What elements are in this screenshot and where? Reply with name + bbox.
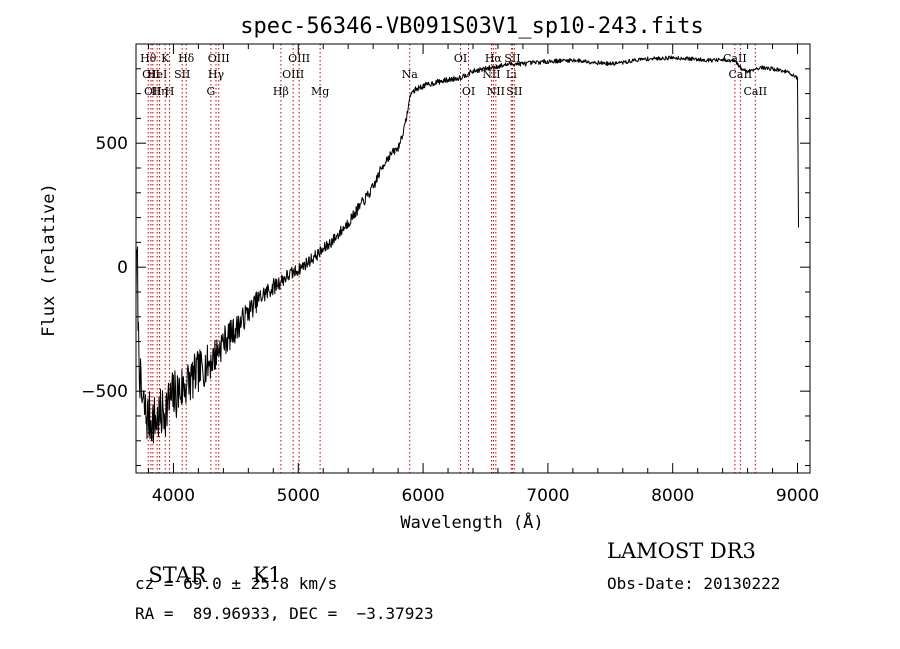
line-marker-label: Mg <box>311 85 329 98</box>
x-tick-label: 4000 <box>152 486 195 506</box>
chart-title: spec-56346-VB091S03V1_sp10-243.fits <box>240 14 704 39</box>
line-marker-label: Na <box>402 68 419 81</box>
redshift-text: cz = 69.0 ± 25.8 km/s <box>135 574 338 593</box>
spectrum-line <box>135 55 799 444</box>
object-class: STAR <box>148 563 207 587</box>
series-layer <box>135 55 799 444</box>
line-marker-label: OIII <box>282 68 304 81</box>
x-tick-label: 9000 <box>776 486 819 506</box>
x-tick-label: 5000 <box>277 486 320 506</box>
axis-ticks: 4000 5000 6000 7000 8000 9000 −500 0 500 <box>81 44 819 506</box>
line-marker-label: H <box>165 85 175 98</box>
line-marker-label: OI <box>462 85 475 98</box>
plot-frame <box>135 43 811 474</box>
line-marker-label: OI <box>454 52 467 65</box>
line-marker-label: NII <box>482 68 500 81</box>
line-marker-label: CaII <box>729 68 753 81</box>
y-tick-label: 0 <box>117 258 128 278</box>
line-marker-label: Li <box>506 68 517 81</box>
observation-date: Obs-Date: 20130222 <box>607 574 781 593</box>
line-marker-label: Hη <box>151 85 167 98</box>
line-marker-label: CaII <box>743 85 767 98</box>
line-marker-label: SII <box>506 85 522 98</box>
object-class-label: STAR K1 <box>135 539 282 587</box>
line-marker-label: CaII <box>723 52 747 65</box>
survey-name: LAMOST DR3 <box>607 539 756 563</box>
line-marker-label: Hθ <box>140 52 157 65</box>
coordinates-text: RA = 89.96933, DEC = −3.37923 <box>135 604 434 623</box>
line-marker-label: SII <box>504 52 520 65</box>
y-axis-label: Flux (relative) <box>39 183 59 337</box>
line-marker-label: Hα <box>485 52 503 65</box>
line-marker-label: Hγ <box>208 68 225 81</box>
line-marker-label: SII <box>174 68 190 81</box>
x-tick-label: 8000 <box>651 486 694 506</box>
line-marker-label: K <box>161 52 170 65</box>
x-axis-label: Wavelength (Å) <box>400 511 543 533</box>
line-marker-label: NII <box>487 85 505 98</box>
x-tick-label: 7000 <box>526 486 569 506</box>
line-markers: HθOIIOIIHeIHηKHSIIHδGHγOIIIHβOIIIOIIIMgN… <box>140 44 767 473</box>
y-tick-label: 500 <box>96 134 128 154</box>
line-marker-label: Hδ <box>178 52 195 65</box>
line-marker-label: HeI <box>147 68 167 81</box>
object-subclass: K1 <box>252 563 282 587</box>
line-marker-label: G <box>206 85 215 98</box>
x-tick-label: 6000 <box>401 486 444 506</box>
line-marker-label: OIII <box>288 52 310 65</box>
line-marker-label: OIII <box>208 52 230 65</box>
y-tick-label: −500 <box>81 382 128 402</box>
line-marker-label: Hβ <box>273 85 289 98</box>
line-marker-label: OII <box>142 68 160 81</box>
